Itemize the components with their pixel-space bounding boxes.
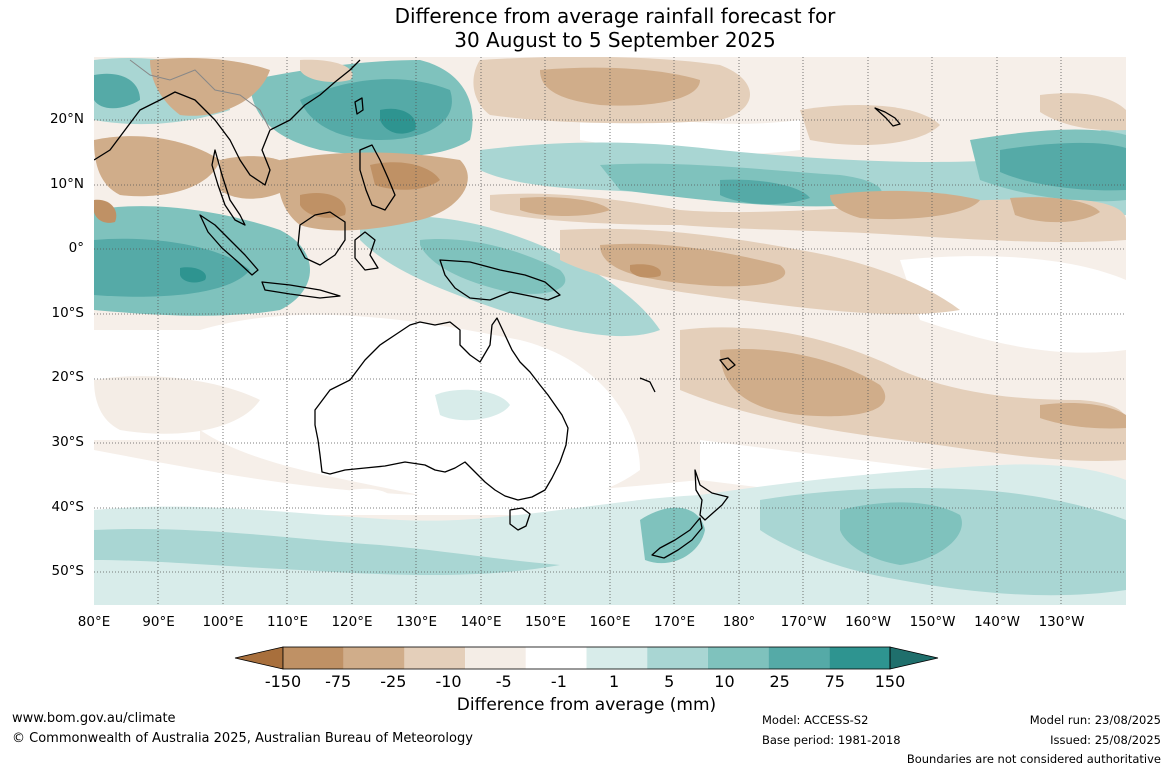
title-line-2: 30 August to 5 September 2025: [454, 28, 776, 52]
longitude-label: 100°E: [202, 614, 244, 630]
malay-peninsula: [211, 149, 246, 226]
colorbar-bin: [707, 647, 769, 669]
country-borders: [129, 59, 271, 131]
longitude-label: 110°E: [266, 614, 309, 630]
colorbar-bin: [343, 647, 405, 669]
borneo-outline: [297, 211, 346, 266]
longitude-label: 160°W: [845, 614, 891, 630]
vanuatu-fiji: [639, 357, 736, 393]
colorbar-extend-low: [234, 646, 284, 670]
colorbar-tick-label: 1: [608, 672, 620, 691]
colorbar-tick-label: 5: [664, 672, 675, 691]
model-name: Model: ACCESS-S2: [762, 713, 869, 727]
java-outline: [261, 281, 341, 299]
website-link[interactable]: www.bom.gov.au/climate: [12, 711, 176, 726]
colorbar-tick-label: -25: [380, 672, 407, 691]
longitude-label: 130°E: [395, 614, 438, 630]
colorbar-tick-label: 10: [714, 672, 735, 691]
colorbar-tick-label: 75: [824, 672, 845, 691]
colorbar-tick-label: -1: [550, 672, 567, 691]
colorbar-bin: [586, 647, 648, 669]
latitude-label: 20°N: [49, 111, 84, 127]
colorbar-bin: [283, 647, 344, 669]
colorbar-bin: [404, 647, 466, 669]
australia-outline: [314, 317, 569, 501]
latitude-label: 30°S: [51, 434, 85, 450]
copyright-text: © Commonwealth of Australia 2025, Austra…: [12, 731, 473, 746]
longitude-label: 140°W: [974, 614, 1020, 630]
colorbar: [234, 646, 939, 670]
colorbar-bin: [768, 647, 830, 669]
longitude-label: 150°W: [909, 614, 956, 630]
colorbar-extend-high: [889, 646, 939, 670]
base-period: Base period: 1981-2018: [762, 733, 901, 747]
longitude-label: 140°E: [460, 614, 502, 630]
graticule: [94, 57, 1126, 605]
longitude-label: 160°E: [589, 614, 631, 630]
new-zealand-south: [651, 517, 703, 559]
longitude-label: 150°E: [524, 614, 567, 630]
colorbar-tick-label: -5: [495, 672, 512, 691]
boundaries-disclaimer: Boundaries are not considered authoritat…: [906, 752, 1161, 766]
latitude-label: 10°N: [49, 175, 84, 192]
tasmania-outline: [509, 507, 531, 531]
coastlines: [94, 59, 901, 559]
longitude-label: 130°W: [1038, 614, 1085, 630]
sumatra-outline: [199, 214, 259, 276]
longitude-label: 170°W: [780, 614, 827, 630]
longitude-label: 180°: [722, 614, 756, 630]
new-guinea-outline: [439, 259, 561, 301]
rainfall-anomaly-field: [94, 57, 1126, 605]
latitude-label: 0°: [68, 240, 84, 257]
colorbar-bin: [829, 647, 890, 669]
colorbar-bin: [465, 647, 526, 669]
philippines-outline: [359, 144, 396, 211]
colorbar-label: Difference from average (mm): [456, 695, 717, 715]
issued-date: Issued: 25/08/2025: [1050, 733, 1161, 747]
title-line-1: Difference from average rainfall forecas…: [394, 4, 836, 28]
asia-coast: [94, 59, 361, 186]
colorbar-tick-label: -75: [325, 672, 352, 691]
chart-title: Difference from average rainfall forecas…: [0, 4, 1173, 52]
new-zealand-north: [694, 469, 729, 521]
longitude-label: 170°E: [653, 614, 696, 630]
latitude-label: 50°S: [51, 563, 85, 580]
longitude-label: 90°E: [142, 614, 175, 630]
colorbar-tick-label: -150: [264, 672, 302, 691]
latitude-label: 20°S: [51, 369, 85, 386]
colorbar-tick-label: 25: [769, 672, 790, 691]
colorbar-tick-label: -10: [435, 672, 462, 691]
longitude-label: 120°E: [331, 614, 373, 630]
model-run-date: Model run: 23/08/2025: [1029, 713, 1161, 727]
colorbar-bin: [647, 647, 708, 669]
longitude-label: 80°E: [77, 614, 111, 630]
latitude-label: 10°S: [51, 304, 85, 321]
sulawesi-outline: [354, 231, 379, 271]
latitude-label: 40°S: [51, 498, 85, 515]
colorbar-outline: [282, 646, 891, 670]
taiwan-outline: [354, 97, 364, 115]
colorbar-bin: [525, 647, 587, 669]
hawaii: [874, 107, 901, 127]
colorbar-tick-label: 150: [874, 672, 906, 691]
